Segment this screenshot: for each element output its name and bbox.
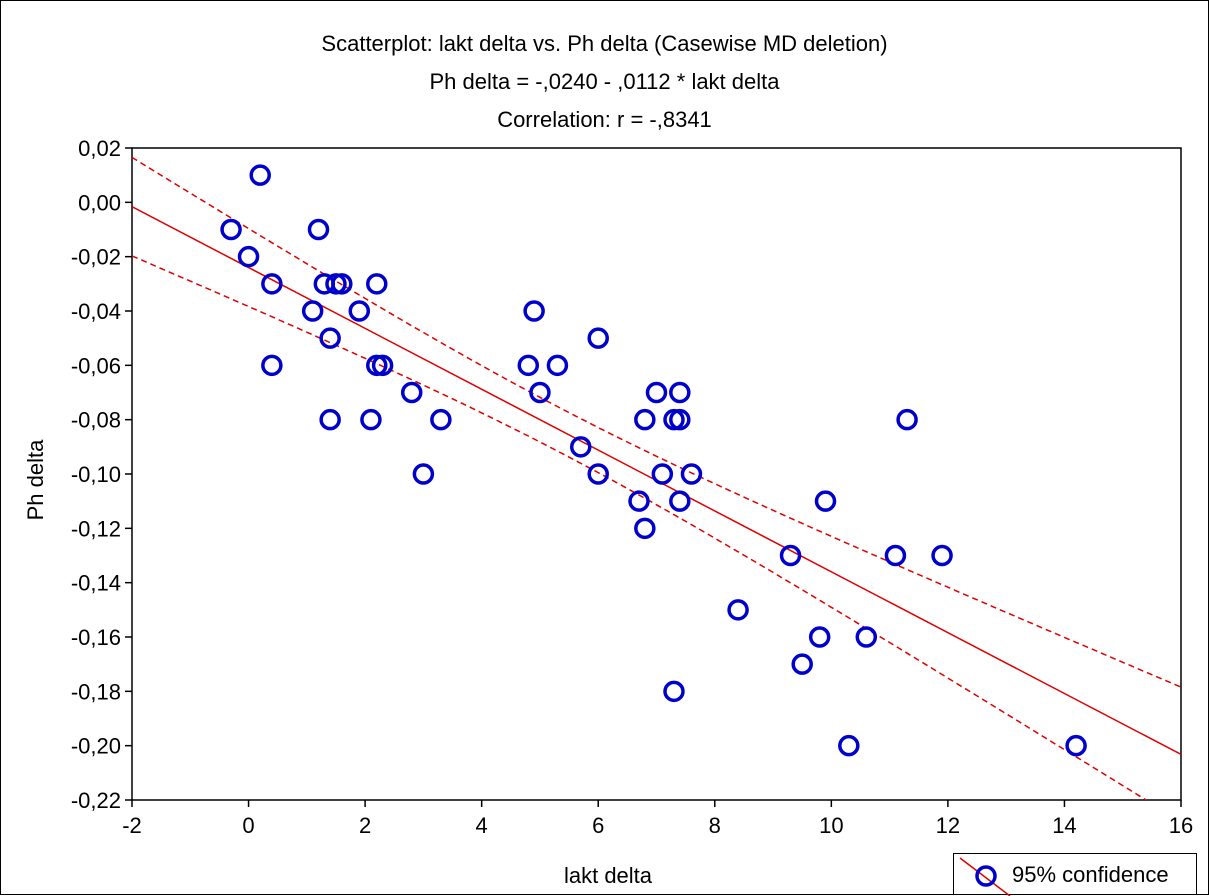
data-point [307,218,330,241]
data-point [569,436,592,458]
data-point [261,273,283,295]
data-point [331,273,353,295]
y-tick-label: 0,00 [78,190,121,215]
axes: -2 0 2 4 6 8 10 12 14 16 0,02 0,00 -0,02 -0,04 -0,06 -0… [71,136,1193,838]
data-point [727,599,749,621]
y-tick-label: -0,04 [71,299,121,324]
y-tick-label: -0,22 [71,788,121,813]
data-point [1065,734,1087,757]
data-point [412,463,435,485]
data-point [249,164,271,186]
data-point [261,354,283,377]
data-point [634,408,656,431]
data-point [529,381,551,404]
y-tick-label: -0,16 [71,625,121,650]
data-point [669,408,691,431]
data-point [546,354,569,377]
data-point [791,653,813,675]
data-point [651,463,674,485]
y-tick-label: -0,10 [71,462,121,487]
y-tick-label: -0,08 [71,408,121,433]
y-tick-label: 0,02 [78,136,121,161]
x-tick-label: 14 [1052,813,1076,838]
x-tick-label: 10 [819,813,843,838]
data-point [237,245,260,268]
data-point [680,463,703,485]
y-tick-label: -0,02 [71,245,121,270]
x-tick-label: 2 [359,813,371,838]
data-point [348,300,371,322]
x-tick-label: 16 [1169,813,1193,838]
data-points [220,164,1087,757]
y-tick-label: -0,12 [71,516,121,541]
legend: 95% confidence [953,853,1197,896]
x-axis-label: lakt delta [563,863,653,888]
data-point [430,408,452,431]
legend-label: 95% confidence [1012,862,1169,887]
data-point [808,626,831,648]
data-point [587,463,609,485]
data-point [517,354,540,377]
lower-confidence-band [132,255,1148,800]
regression-equation: Ph delta = -,0240 - ,0112 * lakt delta [429,69,780,94]
x-tick-label: 4 [476,813,488,838]
data-point [855,626,878,648]
data-point [896,408,918,431]
plot-area-border [131,147,1182,801]
y-axis-label: Ph delta [23,439,48,521]
x-tick-label: 8 [709,813,721,838]
x-tick-label: -2 [122,813,142,838]
data-point [669,490,691,512]
x-tick-label: 6 [592,813,604,838]
y-tick-label: -0,06 [71,353,121,378]
data-point [319,327,341,349]
legend-marker-icon [959,857,1011,896]
data-point [931,544,953,567]
correlation-label: Correlation: r = -,8341 [497,107,712,132]
y-tick-label: -0,20 [71,734,121,759]
data-point [371,354,394,377]
upper-confidence-band [132,156,1181,688]
x-tick-label: 0 [242,813,254,838]
data-point [663,680,685,703]
chart-title: Scatterplot: lakt delta vs. Ph delta (Ca… [321,31,888,56]
data-point [366,273,388,295]
y-tick-label: -0,18 [71,679,121,704]
data-point [838,734,860,757]
data-point [523,300,545,322]
data-point [587,327,609,349]
x-tick-label: 12 [936,813,960,838]
data-point [220,218,242,241]
y-tick-label: -0,14 [71,571,121,596]
data-point [634,517,656,540]
confidence-bands [132,156,1181,800]
data-point [779,544,802,567]
data-point [319,408,341,431]
data-point [400,381,423,404]
data-point [884,544,907,567]
data-point [814,490,837,512]
data-point [628,490,650,512]
data-point [360,408,382,431]
data-point [669,381,691,404]
data-point [645,381,668,404]
data-point [301,300,324,322]
